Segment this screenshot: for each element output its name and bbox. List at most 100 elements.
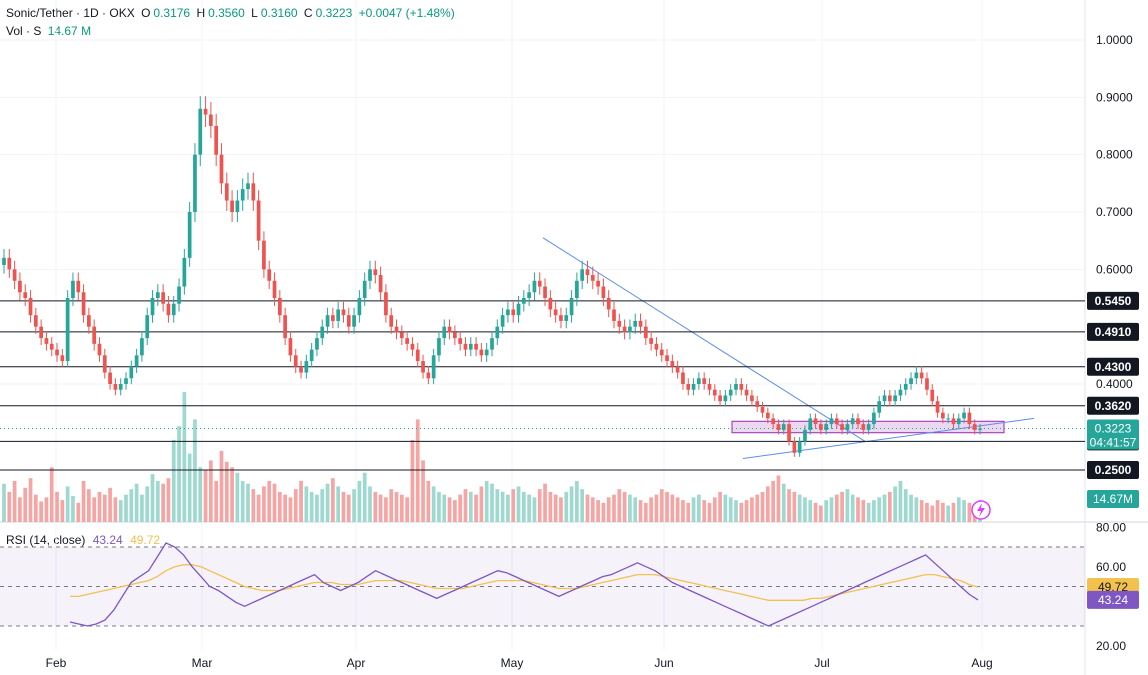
volume-bar [246, 483, 250, 522]
candle-body [559, 315, 563, 321]
volume-bar [612, 494, 616, 522]
volume-bar [750, 497, 754, 522]
volume-bar [739, 502, 744, 522]
candle-body [569, 298, 574, 316]
volume-bar [898, 480, 903, 522]
volume-bar [7, 491, 12, 522]
candle-body [633, 320, 638, 327]
rsi-header: RSI (14, close) 43.24 49.72 [6, 533, 160, 547]
volume-bar [787, 489, 791, 522]
candle-body [124, 378, 128, 384]
volume-bar [829, 497, 834, 522]
candle-body [484, 349, 489, 356]
volume-label[interactable]: Vol · S [6, 24, 42, 38]
volume-bar [468, 491, 473, 522]
volume-bar [887, 491, 892, 522]
time-axis[interactable]: Feb Mar Apr May Jun Jul Aug [46, 656, 993, 670]
y-tick-label: 0.7000 [1096, 205, 1133, 219]
volume-bar [824, 500, 829, 522]
volume-bar [256, 494, 261, 522]
volume-bar [537, 489, 542, 522]
high-label: H [196, 6, 206, 20]
rsi-label[interactable]: RSI (14, close) [6, 533, 86, 547]
candle-body [787, 424, 791, 442]
price-axis[interactable]: 1.0000 0.9000 0.8000 0.7000 0.6000 0.4000 80.0… [1096, 33, 1133, 653]
volume-bar [55, 491, 59, 522]
volume-bar [177, 426, 181, 522]
candle-body [209, 114, 213, 126]
candle-body [92, 326, 97, 344]
candle-body [2, 257, 6, 265]
candle-body [834, 418, 839, 425]
candle-body [728, 389, 733, 396]
y-tick-label: 0.8000 [1096, 148, 1133, 162]
candle-body [240, 189, 245, 201]
candle-body [792, 441, 797, 453]
volume-header: Vol · S 14.67 M [6, 24, 94, 38]
level-tag [1087, 322, 1139, 341]
volume-bar [166, 478, 171, 522]
candle-body [872, 412, 876, 425]
candle-body [60, 355, 65, 362]
candle-body [272, 280, 277, 298]
candle-body [537, 280, 542, 287]
candle-body [447, 326, 452, 333]
candle-body [325, 315, 330, 327]
volume-bar [161, 483, 165, 522]
candle-body [463, 343, 468, 350]
volume-bar [384, 497, 388, 522]
volume-bar [596, 500, 600, 522]
x-tick-label: Mar [192, 656, 213, 670]
candle-body [426, 372, 431, 379]
volume-bar [495, 489, 500, 522]
volume-bar [840, 491, 844, 522]
level-tag-label: 0.5450 [1095, 294, 1132, 308]
candle-body [384, 292, 388, 316]
candle-body [543, 286, 547, 298]
volume-bar [781, 483, 786, 522]
candle-body [675, 366, 680, 373]
candle-body [797, 441, 802, 453]
candle-body [617, 320, 622, 327]
candle-body [712, 389, 717, 396]
symbol-label[interactable]: Sonic/Tether · 1D · OKX [6, 6, 135, 20]
candle-body [877, 401, 882, 413]
candle-body [532, 280, 537, 293]
current-price-tag [1087, 419, 1139, 450]
low-label: L [251, 6, 258, 20]
volume-bar [564, 491, 569, 522]
volume-bar [320, 489, 325, 522]
candle-body [389, 315, 394, 327]
volume-bar [214, 480, 219, 522]
volume-bar [92, 497, 97, 522]
candle-body [71, 280, 75, 298]
volume-bar [803, 497, 807, 522]
y-tick-label: 0.9000 [1096, 90, 1133, 104]
volume-bar [145, 486, 150, 522]
candle-body [33, 315, 38, 327]
candle-body [829, 418, 834, 425]
level-tag-label: 0.3620 [1095, 399, 1132, 413]
volume-bar [585, 494, 590, 522]
candle-body [548, 298, 553, 310]
candle-body [941, 412, 945, 419]
volume-bar [909, 494, 913, 522]
candle-body [638, 320, 643, 327]
volume-bar [399, 494, 404, 522]
volume-bar [956, 497, 961, 522]
candle-body [214, 126, 219, 155]
x-tick-label: Jul [814, 656, 829, 670]
candle-body [925, 378, 929, 390]
volume-bar [28, 478, 33, 522]
volume-bar [426, 480, 431, 522]
volume-bar [691, 497, 696, 522]
level-tag [1087, 461, 1139, 479]
candle-body [357, 298, 362, 316]
volume-bar [251, 489, 256, 522]
candle-body [166, 303, 171, 316]
volume-bar [277, 491, 282, 522]
candle-body [596, 280, 600, 287]
x-tick-label: Aug [971, 656, 992, 670]
